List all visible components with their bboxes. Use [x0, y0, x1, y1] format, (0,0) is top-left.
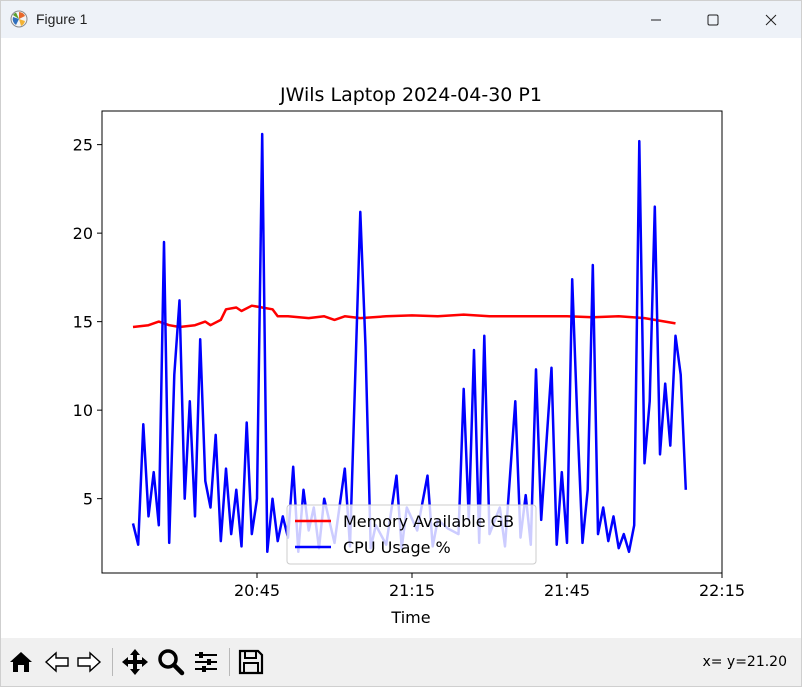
pan-button[interactable] [119, 646, 151, 678]
maximize-icon [707, 14, 719, 25]
title-bar[interactable]: Figure 1 [1, 1, 801, 38]
y-tick-label: 20 [73, 224, 93, 243]
back-icon [44, 651, 69, 673]
minimize-button[interactable] [629, 1, 683, 38]
series-line-cpu [131, 132, 688, 554]
y-tick-label: 10 [73, 401, 93, 420]
forward-button[interactable] [73, 646, 105, 678]
zoom-button[interactable] [155, 646, 187, 678]
configure-subplots-icon [195, 652, 217, 672]
navigation-toolbar: x= y=21.20 [1, 638, 801, 686]
legend-label-cpu: CPU Usage % [343, 538, 451, 557]
matplotlib-app-icon [10, 10, 28, 28]
toolbar-separator [112, 648, 113, 676]
chart-title: JWils Laptop 2024-04-30 P1 [279, 84, 542, 106]
pan-icon [122, 649, 148, 675]
legend: Memory Available GB CPU Usage % [286, 504, 537, 565]
zoom-icon [158, 649, 185, 676]
x-tick-label: 21:45 [544, 581, 590, 600]
legend-label-memory: Memory Available GB [343, 512, 514, 531]
window-title: Figure 1 [36, 11, 88, 27]
back-button[interactable] [41, 646, 73, 678]
save-icon [238, 649, 264, 675]
x-axis-label: Time [390, 608, 430, 627]
figure-canvas[interactable]: JWils Laptop 2024-04-30 P1 20:45 21:15 21:… [1, 38, 801, 638]
close-button[interactable] [744, 1, 798, 38]
cursor-coordinates: x= y=21.20 [702, 654, 787, 670]
x-tick-label: 22:15 [699, 581, 745, 600]
y-tick-label: 15 [73, 313, 93, 332]
forward-icon [77, 651, 102, 673]
home-icon [10, 652, 32, 672]
close-icon [765, 14, 777, 25]
home-button[interactable] [5, 646, 37, 678]
y-tick-label: 25 [73, 136, 93, 155]
save-button[interactable] [235, 646, 267, 678]
maximize-button[interactable] [686, 1, 740, 38]
x-tick-label: 20:45 [234, 581, 280, 600]
y-tick-label: 5 [83, 490, 93, 509]
legend-box [286, 504, 537, 565]
line-chart[interactable]: JWils Laptop 2024-04-30 P1 20:45 21:15 21:… [1, 38, 801, 638]
x-tick-label: 21:15 [389, 581, 435, 600]
toolbar-separator [229, 648, 230, 676]
configure-subplots-button[interactable] [190, 646, 222, 678]
minimize-icon [651, 19, 661, 20]
